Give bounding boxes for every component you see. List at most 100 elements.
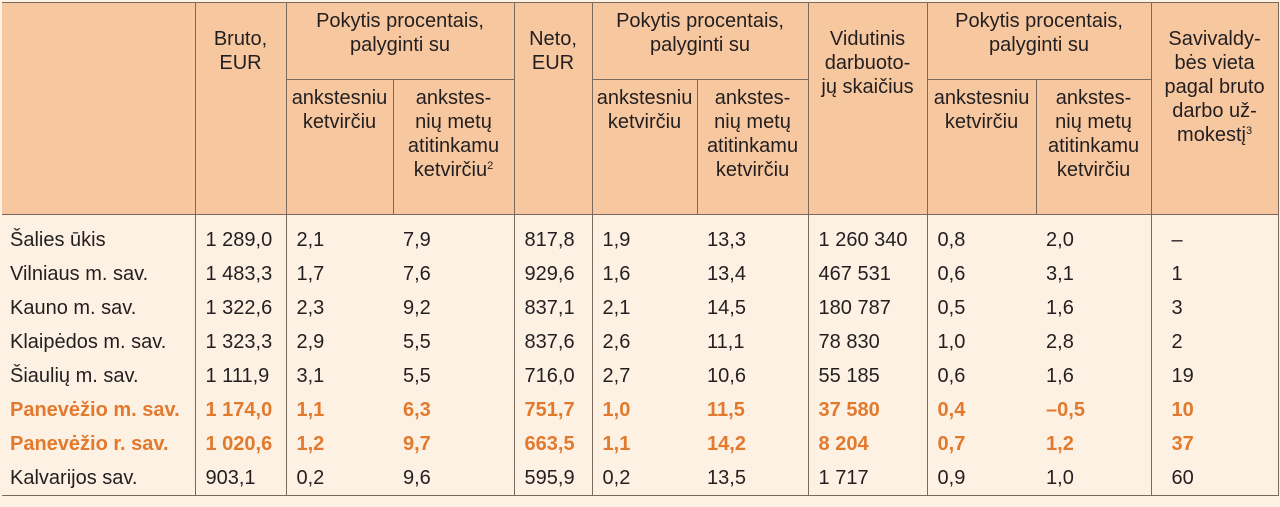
row-label: Šiaulių m. sav. — [2, 359, 196, 393]
neto-prev-year-cell: 13,3 — [697, 214, 809, 257]
bruto-prev-quarter-cell: 3,1 — [296, 365, 325, 387]
row-label: Panevėžio m. sav. — [2, 393, 196, 427]
neto-prev-quarter-cell: 2,6 — [602, 331, 631, 353]
row-label: Vilniaus m. sav. — [2, 257, 196, 291]
neto-cell: 751,7 — [513, 393, 593, 427]
neto-prev-year-cell: 13,4 — [697, 257, 809, 291]
neto-prev-year-cell: 11,5 — [697, 393, 809, 427]
bruto-prev-quarter-cell: 2,1 — [296, 229, 325, 251]
employees-prev-year-cell: 2,8 — [1036, 325, 1152, 359]
rank-cell: 37 — [1150, 427, 1279, 461]
table-row: Kauno m. sav. 1 322,6 2,3 9,2 837,1 2,1 14,5 18… — [2, 291, 1279, 325]
neto-prev-quarter-cell: 2,1 — [602, 297, 631, 319]
neto-prev-quarter-cell: 2,7 — [602, 365, 631, 387]
row-label: Kauno m. sav. — [2, 291, 196, 325]
rank-cell: 2 — [1150, 325, 1279, 359]
employees-prev-quarter-header: ankstesniu ketvirčiu — [926, 79, 1037, 215]
bruto-cell: 1 020,6 — [194, 427, 287, 461]
bruto-prev-year-cell: 5,5 — [393, 359, 515, 393]
employees-prev-year-header: ankstes-nių metų atitinkamu ketvirčiu — [1035, 79, 1152, 215]
table-row: Kalvarijos sav. 903,1 0,2 9,6 595,9 0,2 13,5 1 … — [2, 461, 1279, 496]
neto-prev-year-cell: 14,5 — [697, 291, 809, 325]
table-body: Šalies ūkis 1 289,0 2,1 7,9 817,8 1,9 13,3 1 26… — [2, 214, 1279, 496]
employees-prev-quarter-cell: 0,7 — [937, 433, 966, 455]
table-row: Panevėžio m. sav. 1 174,0 1,1 6,3 751,7 1,0 11… — [2, 393, 1279, 427]
neto-cell: 663,5 — [513, 427, 593, 461]
table-row: Klaipėdos m. sav. 1 323,3 2,9 5,5 837,6 2,6 11… — [2, 325, 1279, 359]
neto-change-header: Pokytis procentais, palyginti su — [591, 2, 809, 80]
neto-cell: 817,8 — [513, 214, 593, 257]
employees-prev-year-cell: 1,2 — [1036, 427, 1152, 461]
bruto-header: Bruto, EUR — [194, 2, 287, 215]
row-label: Klaipėdos m. sav. — [2, 325, 196, 359]
bruto-prev-year-cell: 9,7 — [393, 427, 515, 461]
employees-prev-quarter-cell: 0,8 — [937, 229, 966, 251]
employees-header: Vidutinis darbuoto-jų skaičius — [807, 2, 928, 215]
neto-prev-year-header: ankstes-nių metų atitinkamu ketvirčiu — [696, 79, 809, 215]
bruto-prev-year-text: ankstes-nių metų atitinkamu ketvirčiu — [407, 87, 500, 181]
employees-cell: 1 717 — [807, 461, 928, 496]
bruto-prev-quarter-cell: 2,3 — [296, 297, 325, 319]
employees-prev-year-cell: –0,5 — [1036, 393, 1152, 427]
stub-header — [2, 2, 196, 215]
employees-prev-quarter-cell: 1,0 — [937, 331, 966, 353]
table-row: Vilniaus m. sav. 1 483,3 1,7 7,6 929,6 1,6 13,… — [2, 257, 1279, 291]
rank-cell: 1 — [1150, 257, 1279, 291]
bruto-prev-year-header: ankstes-nių metų atitinkamu ketvirčiu2 — [392, 79, 515, 215]
bruto-prev-quarter-cell: 1,1 — [296, 399, 325, 421]
table-row: Šiaulių m. sav. 1 111,9 3,1 5,5 716,0 2,7 10,6… — [2, 359, 1279, 393]
employees-cell: 467 531 — [807, 257, 928, 291]
bruto-cell: 1 483,3 — [194, 257, 287, 291]
neto-prev-quarter-cell: 1,6 — [602, 263, 631, 285]
bruto-prev-year-cell: 7,9 — [393, 214, 515, 257]
salary-table: Bruto, EUR Pokytis procentais, palyginti s… — [2, 2, 1279, 496]
employees-prev-year-cell: 3,1 — [1036, 257, 1152, 291]
bruto-prev-quarter-cell: 1,7 — [296, 263, 325, 285]
neto-cell: 595,9 — [513, 461, 593, 496]
neto-prev-year-cell: 13,5 — [697, 461, 809, 496]
row-label: Panevėžio r. sav. — [2, 427, 196, 461]
neto-cell: 837,6 — [513, 325, 593, 359]
rank-header-text: Savivaldy-bės vieta pagal bruto darbo už-m… — [1164, 28, 1265, 146]
bruto-prev-year-cell: 9,2 — [393, 291, 515, 325]
bruto-cell: 1 322,6 — [194, 291, 287, 325]
neto-prev-quarter-cell: 1,9 — [602, 229, 631, 251]
bruto-cell: 1 289,0 — [194, 214, 287, 257]
employees-cell: 1 260 340 — [807, 214, 928, 257]
neto-prev-quarter-header: ankstesniu ketvirčiu — [591, 79, 698, 215]
employees-cell: 8 204 — [807, 427, 928, 461]
employees-cell: 37 580 — [807, 393, 928, 427]
neto-cell: 837,1 — [513, 291, 593, 325]
employees-cell: 78 830 — [807, 325, 928, 359]
bruto-prev-year-cell: 5,5 — [393, 325, 515, 359]
employees-prev-year-cell: 1,6 — [1036, 359, 1152, 393]
rank-footnote: 3 — [1245, 125, 1253, 137]
employees-prev-quarter-cell: 0,6 — [937, 263, 966, 285]
bruto-prev-year-cell: 6,3 — [393, 393, 515, 427]
neto-prev-year-cell: 10,6 — [697, 359, 809, 393]
bruto-prev-quarter-cell: 2,9 — [296, 331, 325, 353]
rank-cell: 10 — [1150, 393, 1279, 427]
bruto-prev-quarter-header: ankstesniu ketvirčiu — [285, 79, 394, 215]
bruto-prev-year-cell: 9,6 — [393, 461, 515, 496]
bruto-cell: 1 111,9 — [194, 359, 287, 393]
neto-header: Neto, EUR — [513, 2, 593, 215]
table-header: Bruto, EUR Pokytis procentais, palyginti s… — [2, 2, 1279, 215]
bruto-cell: 1 174,0 — [194, 393, 287, 427]
bruto-cell: 1 323,3 — [194, 325, 287, 359]
bruto-prev-quarter-cell: 1,2 — [296, 433, 325, 455]
neto-prev-quarter-cell: 1,0 — [602, 399, 631, 421]
neto-prev-year-cell: 11,1 — [697, 325, 809, 359]
employees-prev-quarter-cell: 0,9 — [927, 461, 1037, 496]
rank-cell: 3 — [1150, 291, 1279, 325]
rank-header: Savivaldy-bės vieta pagal bruto darbo už-m… — [1150, 2, 1279, 215]
bruto-change-header: Pokytis procentais, palyginti su — [285, 2, 515, 80]
bruto-prev-year-footnote: 2 — [487, 160, 494, 172]
employees-cell: 180 787 — [807, 291, 928, 325]
neto-prev-quarter-cell: 0,2 — [592, 461, 698, 496]
neto-cell: 929,6 — [513, 257, 593, 291]
employees-prev-year-cell: 1,6 — [1036, 291, 1152, 325]
employees-prev-year-cell: 1,0 — [1036, 461, 1152, 496]
neto-cell: 716,0 — [513, 359, 593, 393]
